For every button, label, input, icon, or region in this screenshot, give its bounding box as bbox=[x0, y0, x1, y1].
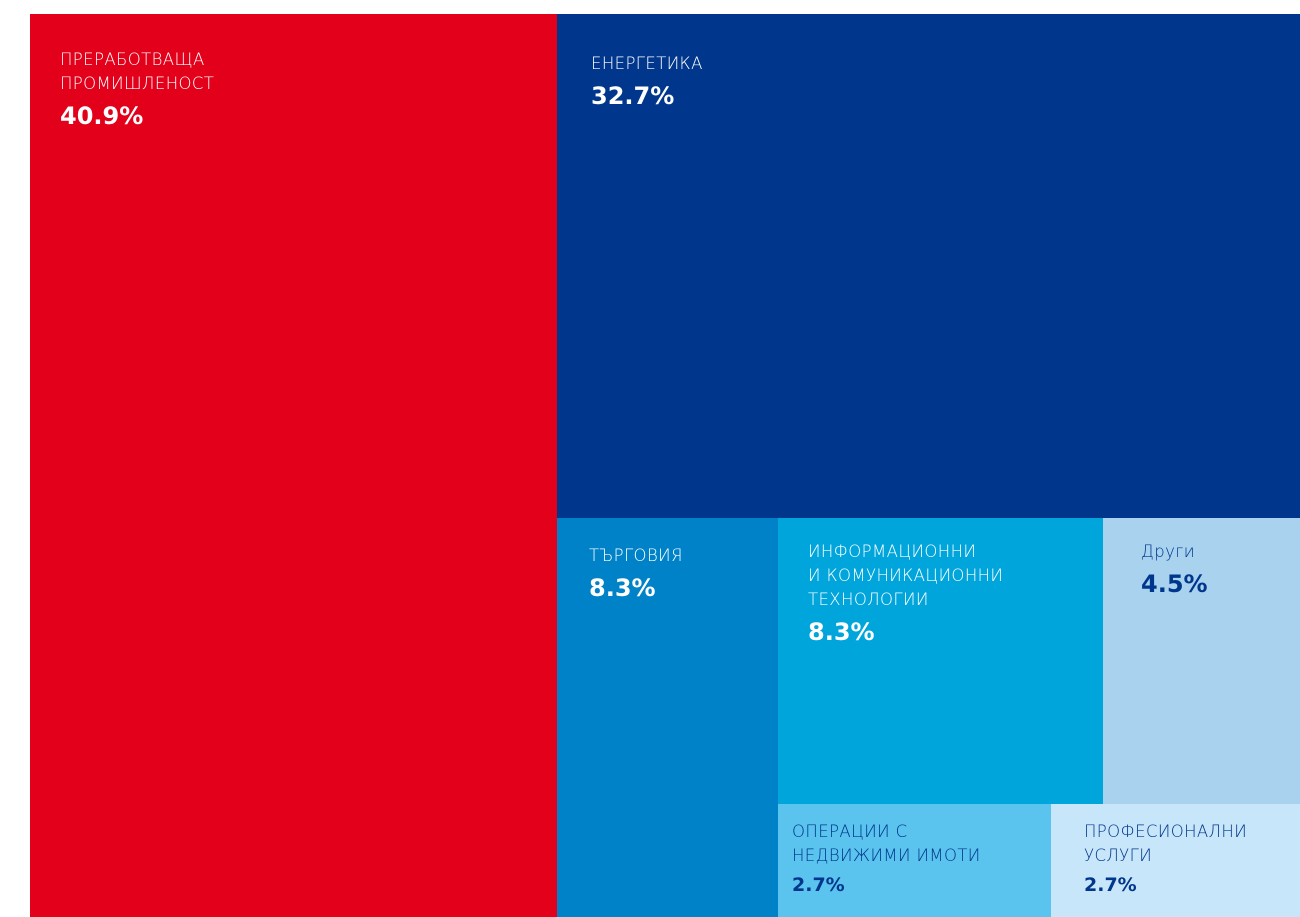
cell-energy-value: 32.7% bbox=[591, 82, 675, 110]
cell-professional-services: ПРОФЕСИОНАЛНИ УСЛУГИ 2.7% bbox=[1051, 804, 1300, 917]
cell-trade-value: 8.3% bbox=[589, 574, 656, 602]
cell-other-label: Други bbox=[1141, 542, 1196, 561]
cell-manufacturing: ПРЕРАБОТВАЩА ПРОМИШЛЕНОСТ 40.9% bbox=[30, 14, 557, 917]
cell-manufacturing-value: 40.9% bbox=[60, 102, 144, 130]
cell-ict: ИНФОРМАЦИОННИ И КОМУНИКАЦИОННИ ТЕХНОЛОГИ… bbox=[778, 518, 1103, 804]
cell-energy-label: ЕНЕРГЕТИКА bbox=[591, 54, 703, 73]
cell-other: Други 4.5% bbox=[1103, 518, 1300, 804]
cell-real-estate: ОПЕРАЦИИ С НЕДВИЖИМИ ИМОТИ 2.7% bbox=[778, 804, 1051, 917]
cell-ict-value: 8.3% bbox=[808, 618, 875, 646]
cell-trade-label: ТЪРГОВИЯ bbox=[589, 546, 683, 565]
cell-ict-label: ИНФОРМАЦИОННИ И КОМУНИКАЦИОННИ ТЕХНОЛОГИ… bbox=[808, 542, 1004, 609]
cell-energy: ЕНЕРГЕТИКА 32.7% bbox=[557, 14, 1300, 518]
cell-real-estate-label: ОПЕРАЦИИ С НЕДВИЖИМИ ИМОТИ bbox=[792, 822, 981, 865]
cell-real-estate-value: 2.7% bbox=[792, 874, 845, 896]
cell-professional-services-label: ПРОФЕСИОНАЛНИ УСЛУГИ bbox=[1084, 822, 1248, 865]
cell-manufacturing-label: ПРЕРАБОТВАЩА ПРОМИШЛЕНОСТ bbox=[60, 50, 215, 93]
cell-professional-services-value: 2.7% bbox=[1084, 874, 1137, 896]
treemap-chart: ПРЕРАБОТВАЩА ПРОМИШЛЕНОСТ 40.9% ЕНЕРГЕТИКА… bbox=[30, 14, 1300, 917]
cell-other-value: 4.5% bbox=[1141, 570, 1208, 598]
cell-trade: ТЪРГОВИЯ 8.3% bbox=[557, 518, 778, 917]
